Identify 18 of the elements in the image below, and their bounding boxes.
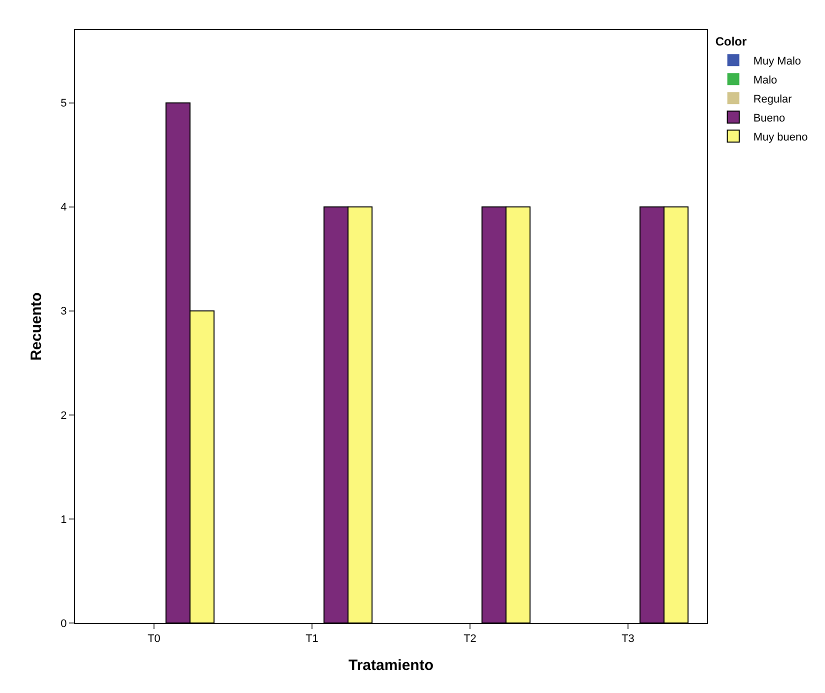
x-tick-label: T3	[622, 633, 634, 646]
legend-label: Bueno	[753, 112, 786, 124]
y-tick-label: 2	[60, 410, 67, 422]
x-tick-label: T1	[306, 633, 318, 646]
legend-label: Malo	[753, 74, 778, 86]
y-tick-label: 4	[60, 202, 67, 214]
y-tick-label: 0	[60, 618, 67, 630]
x-tick-label: T2	[464, 633, 476, 646]
x-axis-title: Tratamiento	[348, 657, 434, 674]
legend-label: Regular	[753, 93, 792, 106]
y-tick-label: 3	[60, 306, 67, 318]
x-tick-label: T0	[148, 633, 160, 646]
y-axis-title: Recuento	[28, 292, 45, 361]
y-tick-label: 5	[60, 98, 67, 110]
legend-label: Muy bueno	[753, 131, 808, 144]
legend-title: Color	[715, 34, 747, 49]
legend-label: Muy Malo	[753, 55, 802, 68]
y-tick-label: 1	[60, 514, 67, 526]
